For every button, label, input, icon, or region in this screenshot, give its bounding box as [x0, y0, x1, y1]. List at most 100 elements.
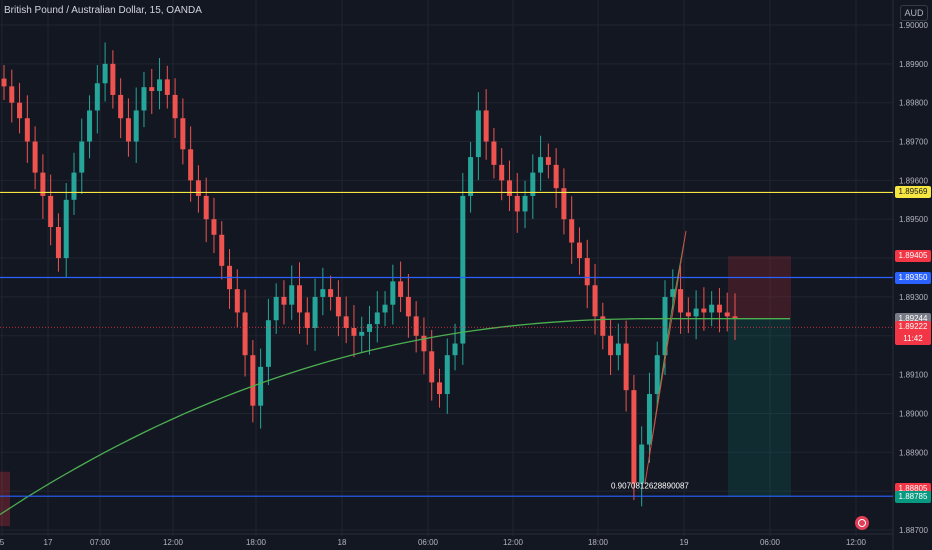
x-axis-tick: 06:00 — [418, 538, 439, 547]
candle-body — [522, 195, 528, 212]
candle-body — [24, 118, 30, 142]
candle-body — [164, 79, 170, 95]
x-axis-tick: 17 — [44, 538, 53, 547]
candle-body — [265, 320, 271, 367]
candle-body — [724, 312, 730, 317]
pattern-annotation: 0.9070812628890087 — [611, 482, 689, 491]
left-zone — [0, 471, 10, 527]
candle-body — [398, 281, 404, 297]
candle-body — [242, 312, 248, 356]
x-axis-tick: 07:00 — [90, 538, 111, 547]
candle-body — [600, 316, 606, 336]
y-axis-tick: 1.89000 — [899, 409, 928, 418]
candle-body — [709, 304, 715, 313]
candle-body — [623, 343, 629, 391]
candle-body — [576, 242, 582, 259]
candle-body — [569, 219, 575, 243]
candle-body — [118, 94, 124, 119]
candle-body — [55, 227, 61, 259]
candle-body — [180, 118, 186, 150]
x-axis-tick: 18 — [338, 538, 347, 547]
candle-body — [149, 87, 155, 92]
candle-body — [382, 304, 388, 313]
candle-body — [592, 285, 598, 317]
tradingview-logo-icon[interactable] — [855, 516, 869, 530]
candle-body — [670, 289, 676, 297]
candle-body — [102, 63, 108, 84]
candle-body — [654, 355, 660, 395]
candle-body — [530, 172, 536, 196]
candle-body — [545, 157, 551, 165]
x-axis-tick: 06:00 — [760, 538, 781, 547]
pattern-edge — [644, 230, 687, 484]
candle-body — [172, 94, 178, 119]
candle-body — [141, 87, 147, 111]
candle-body — [646, 394, 652, 445]
candle-body — [631, 390, 637, 484]
candle-body — [561, 188, 567, 220]
candle-body — [281, 296, 287, 305]
candle-body — [258, 366, 264, 406]
price-axis-label: 1.89222 11:42 — [895, 321, 931, 346]
candle-body — [436, 382, 442, 395]
candle-body — [234, 289, 240, 313]
candle-body — [320, 289, 326, 297]
candle-body — [359, 331, 365, 336]
candle-body — [499, 164, 505, 181]
candle-body — [693, 308, 699, 317]
candle-body — [483, 110, 489, 142]
candle-body — [335, 296, 341, 317]
candle-body — [374, 312, 380, 325]
candle-body — [1, 78, 7, 87]
x-axis-tick: 19 — [680, 538, 689, 547]
x-axis-tick: 5 — [0, 538, 5, 547]
candle-body — [732, 316, 738, 319]
candle-body — [63, 199, 69, 259]
candle-body — [343, 316, 349, 328]
candle-body — [460, 195, 466, 344]
candle-body — [110, 63, 116, 95]
candle-body — [413, 316, 419, 336]
currency-button[interactable]: AUD — [900, 5, 928, 21]
candle-body — [553, 164, 559, 189]
candle-body — [87, 110, 93, 142]
price-axis-label: 1.89405 — [895, 250, 931, 263]
x-axis-tick: 12:00 — [503, 538, 524, 547]
candle-body — [312, 296, 318, 328]
candle-body — [219, 234, 225, 266]
candle-body — [94, 83, 100, 111]
candle-body — [608, 335, 614, 356]
candle-body — [421, 335, 427, 352]
symbol-title[interactable]: British Pound / Australian Dollar, 15, O… — [4, 5, 202, 16]
y-axis-tick: 1.89300 — [899, 293, 928, 302]
candle-body — [17, 102, 23, 119]
candle-body — [188, 149, 194, 181]
candle-body — [716, 304, 722, 313]
x-axis-tick: 18:00 — [246, 538, 267, 547]
candle-body — [475, 110, 481, 158]
candle-body — [468, 157, 474, 196]
candle-body — [390, 281, 396, 305]
price-axis-label: 1.88785 — [895, 490, 931, 503]
candle-body — [133, 110, 139, 142]
candle-body — [429, 351, 435, 383]
candle-body — [491, 141, 497, 165]
candle-body — [506, 180, 512, 196]
candle-body — [514, 195, 520, 212]
candle-body — [367, 324, 372, 332]
candle-body — [639, 444, 645, 484]
candle-body — [615, 343, 621, 356]
candle-body — [125, 118, 131, 142]
price-axis-label: 1.89569 — [895, 186, 931, 199]
candle-body — [584, 258, 590, 286]
candle-body — [452, 343, 458, 356]
y-axis-tick: 1.88900 — [899, 448, 928, 457]
candle-body — [273, 296, 279, 321]
y-axis-tick: 1.89100 — [899, 371, 928, 380]
candle-body — [195, 180, 201, 196]
y-axis-tick: 1.89800 — [899, 99, 928, 108]
candle-body — [701, 308, 707, 313]
